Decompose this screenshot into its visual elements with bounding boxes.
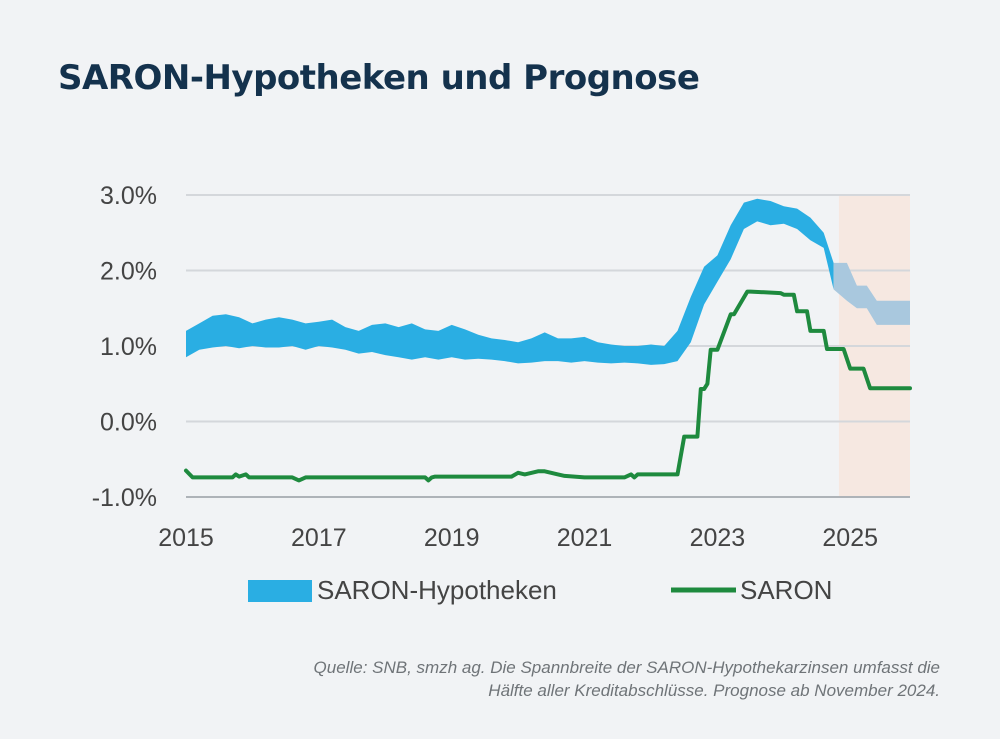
x-tick-label: 2023: [690, 524, 746, 552]
x-tick-label: 2015: [158, 524, 214, 552]
y-tick-label: 3.0%: [100, 182, 157, 210]
x-tick-label: 2017: [291, 524, 347, 552]
mortgage-band: [186, 198, 834, 365]
x-tick-label: 2025: [822, 524, 878, 552]
x-tick-label: 2021: [557, 524, 613, 552]
y-tick-label: -1.0%: [92, 484, 157, 512]
x-axis-labels: 2015 2017 2019 2021 2023 2025: [158, 524, 878, 552]
y-tick-label: 1.0%: [100, 333, 157, 361]
plot-series: [184, 198, 912, 483]
mortgage-band-forecast: [833, 262, 910, 325]
y-tick-label: 0.0%: [100, 409, 157, 437]
saron-line: [184, 289, 912, 483]
x-tick-label: 2019: [424, 524, 480, 552]
legend-label-mortgage: SARON-Hypotheken: [317, 575, 557, 605]
source-note: Quelle: SNB, smzh ag. Die Spannbreite de…: [313, 658, 940, 700]
legend-band-swatch: [248, 580, 312, 602]
chart-title: SARON-Hypotheken und Prognose: [58, 58, 700, 98]
legend-label-saron: SARON: [740, 575, 832, 605]
gridlines: [186, 194, 910, 423]
y-tick-label: 2.0%: [100, 258, 157, 286]
legend: SARON-Hypotheken SARON: [248, 575, 832, 605]
y-axis-labels: -1.0% 0.0% 1.0% 2.0% 3.0%: [92, 182, 157, 512]
